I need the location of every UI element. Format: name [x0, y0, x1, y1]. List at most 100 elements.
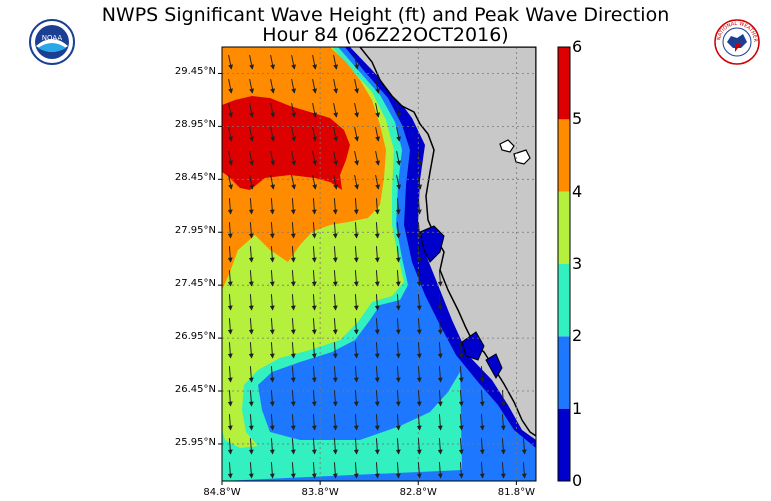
wave-arrow	[353, 198, 359, 215]
wave-arrow	[416, 246, 422, 263]
wave-arrow	[311, 414, 317, 431]
wave-arrow	[396, 150, 402, 166]
wave-arrow	[374, 438, 380, 455]
wave-arrow	[354, 54, 360, 70]
colorbar-tick-label: 3	[572, 254, 583, 273]
wave-arrow	[374, 318, 380, 335]
wave-arrow	[290, 342, 296, 359]
wave-arrow	[312, 78, 318, 94]
wave-arrow	[521, 438, 527, 455]
wave-arrow	[333, 102, 339, 118]
wave-arrow	[458, 438, 464, 455]
lat-label: 25.95°N	[174, 436, 216, 448]
wave-arrow	[354, 102, 360, 118]
wave-arrow	[228, 78, 234, 94]
wave-arrow	[353, 270, 359, 287]
wave-arrow	[332, 198, 338, 215]
wave-arrow	[333, 174, 339, 190]
florida-land	[359, 47, 536, 437]
wave-arrow	[311, 438, 317, 455]
wave-arrow	[479, 462, 485, 479]
wave-arrow	[290, 222, 296, 239]
wave-arrow	[458, 390, 464, 407]
map-ticks	[218, 72, 517, 485]
lat-label: 27.45°N	[174, 278, 216, 290]
wave-arrow	[269, 462, 275, 479]
wave-band-5-6	[222, 96, 350, 190]
wave-arrow	[269, 438, 275, 455]
wave-arrow	[290, 270, 296, 287]
wave-arrow	[416, 318, 422, 335]
wave-arrow	[269, 366, 275, 383]
wave-arrow	[416, 294, 422, 311]
wave-arrow	[248, 246, 254, 263]
wave-arrow	[416, 438, 422, 455]
wave-arrow	[311, 246, 317, 263]
lon-label: 83.8°W	[301, 487, 339, 498]
wave-arrow	[291, 54, 297, 70]
colorbar-segment	[558, 264, 570, 337]
wave-arrow	[374, 222, 380, 239]
wave-arrow	[437, 390, 443, 407]
wave-arrow	[249, 54, 255, 70]
wave-arrow	[249, 102, 255, 118]
lon-label: 82.8°W	[399, 487, 437, 498]
wave-arrow	[248, 270, 254, 287]
wave-arrow	[248, 390, 254, 407]
wave-arrow	[417, 150, 423, 166]
colorbar-segment	[558, 408, 570, 481]
wave-arrow	[269, 198, 275, 215]
wave-arrow	[458, 414, 464, 431]
wave-arrow	[396, 102, 402, 118]
wave-arrow	[269, 342, 275, 359]
wave-arrow	[416, 342, 422, 359]
wave-arrow	[354, 150, 360, 166]
wave-arrow	[227, 318, 233, 335]
wave-arrow	[437, 414, 443, 431]
wave-arrow	[333, 78, 339, 94]
wave-arrow	[479, 366, 485, 383]
wave-arrow	[374, 198, 380, 215]
wave-arrow	[290, 438, 296, 455]
wave-arrow	[270, 174, 276, 190]
wave-arrow	[248, 294, 254, 311]
wave-arrow	[437, 462, 443, 479]
colorbar-tick-label: 1	[572, 398, 583, 418]
wave-arrow	[353, 294, 359, 311]
wave-arrow	[269, 318, 275, 335]
wave-arrow	[353, 318, 359, 335]
wave-arrow	[395, 462, 401, 479]
wave-arrow	[227, 270, 233, 287]
wave-arrow	[332, 294, 338, 311]
wave-arrow	[353, 462, 359, 479]
wave-arrow	[500, 390, 506, 407]
wave-arrow	[332, 414, 338, 431]
wave-arrow	[311, 390, 317, 407]
wave-arrow	[416, 366, 422, 383]
wave-arrow	[395, 438, 401, 455]
wave-arrow	[227, 414, 233, 431]
wave-arrow	[374, 366, 380, 383]
wave-arrow	[227, 294, 233, 311]
wave-arrow	[291, 174, 297, 190]
wave-arrow	[353, 342, 359, 359]
chart-title-line2: Hour 84 (06Z22OCT2016)	[262, 24, 509, 46]
lat-label: 26.95°N	[174, 331, 216, 343]
wave-arrow	[458, 366, 464, 383]
wave-arrow	[332, 438, 338, 455]
wave-arrow	[291, 150, 297, 166]
wave-arrow	[521, 462, 527, 479]
bay	[419, 225, 445, 263]
wave-arrow	[290, 294, 296, 311]
wave-arrow	[395, 198, 401, 215]
wave-arrow	[353, 246, 359, 263]
wave-arrow	[290, 318, 296, 335]
wave-arrow	[227, 246, 233, 263]
wave-arrow	[291, 78, 297, 94]
wave-arrow	[290, 390, 296, 407]
wave-arrow	[249, 150, 255, 166]
wave-arrow	[458, 462, 464, 479]
wave-arrow	[416, 414, 422, 431]
wave-arrow	[395, 294, 401, 311]
wave-arrow	[311, 462, 317, 479]
